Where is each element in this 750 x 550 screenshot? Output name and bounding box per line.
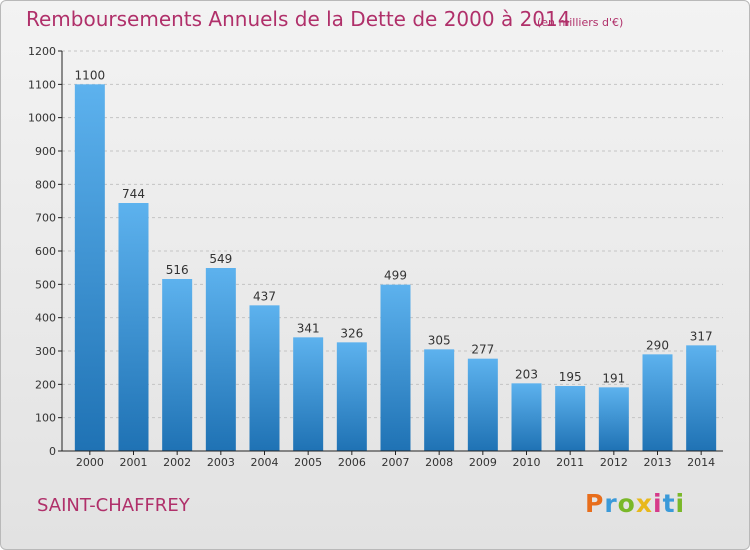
bar [380, 284, 411, 451]
x-tick-label: 2009 [469, 456, 497, 469]
x-tick-label: 2006 [338, 456, 366, 469]
x-tick-label: 2013 [644, 456, 672, 469]
data-label: 341 [297, 321, 320, 335]
data-label: 744 [122, 187, 145, 201]
y-tick-label: 1000 [28, 112, 56, 125]
y-tick-label: 900 [35, 145, 56, 158]
y-tick-label: 700 [35, 212, 56, 225]
x-tick-label: 2007 [382, 456, 410, 469]
x-tick-label: 2011 [556, 456, 584, 469]
data-label: 549 [209, 252, 232, 266]
x-tick-label: 2012 [600, 456, 628, 469]
y-tick-label: 1200 [28, 45, 56, 58]
x-tick-label: 2010 [513, 456, 541, 469]
logo-letter: r [604, 489, 618, 518]
logo-letter: i [675, 489, 686, 518]
bar [205, 268, 236, 451]
logo-letter: o [617, 489, 636, 518]
y-tick-label: 300 [35, 345, 56, 358]
data-label: 203 [515, 367, 538, 381]
bar [598, 387, 629, 451]
data-label: 437 [253, 289, 276, 303]
data-label: 305 [428, 333, 451, 347]
bar [511, 383, 542, 451]
proxiti-logo: Proxiti [585, 489, 685, 518]
y-tick-label: 600 [35, 245, 56, 258]
logo-letter: t [662, 489, 676, 518]
bar [249, 305, 280, 451]
bar [686, 345, 717, 451]
bar [336, 342, 367, 451]
bar [467, 358, 498, 451]
data-label: 195 [559, 370, 582, 384]
y-tick-label: 0 [49, 445, 56, 458]
data-label: 326 [340, 326, 363, 340]
data-label: 290 [646, 338, 669, 352]
bar [118, 203, 149, 451]
x-tick-label: 2005 [294, 456, 322, 469]
logo-letter: x [635, 489, 653, 518]
y-tick-label: 1100 [28, 78, 56, 91]
bar [424, 349, 455, 451]
y-tick-label: 800 [35, 178, 56, 191]
y-tick-label: 100 [35, 412, 56, 425]
y-tick-label: 500 [35, 278, 56, 291]
logo-letter: P [585, 489, 605, 518]
chart-subtitle: (en milliers d'€) [537, 16, 624, 29]
bar [555, 386, 586, 451]
data-label: 191 [602, 371, 625, 385]
y-tick-label: 400 [35, 312, 56, 325]
data-label: 277 [471, 343, 494, 357]
chart-title: Remboursements Annuels de la Dette de 20… [26, 7, 571, 31]
data-label: 317 [690, 329, 713, 343]
data-label: 1100 [75, 68, 106, 82]
x-tick-label: 2001 [120, 456, 148, 469]
x-tick-label: 2008 [425, 456, 453, 469]
logo-letter: i [653, 489, 663, 518]
bar [642, 354, 673, 451]
x-tick-label: 2000 [76, 456, 104, 469]
data-label: 499 [384, 269, 407, 283]
data-label: 516 [166, 263, 189, 277]
bar [74, 84, 105, 451]
x-tick-label: 2014 [687, 456, 715, 469]
x-tick-label: 2004 [251, 456, 279, 469]
bar [293, 337, 324, 451]
x-tick-label: 2002 [163, 456, 191, 469]
y-tick-label: 200 [35, 378, 56, 391]
x-tick-label: 2003 [207, 456, 235, 469]
bar [162, 279, 193, 451]
city-name: SAINT-CHAFFREY [37, 495, 190, 516]
